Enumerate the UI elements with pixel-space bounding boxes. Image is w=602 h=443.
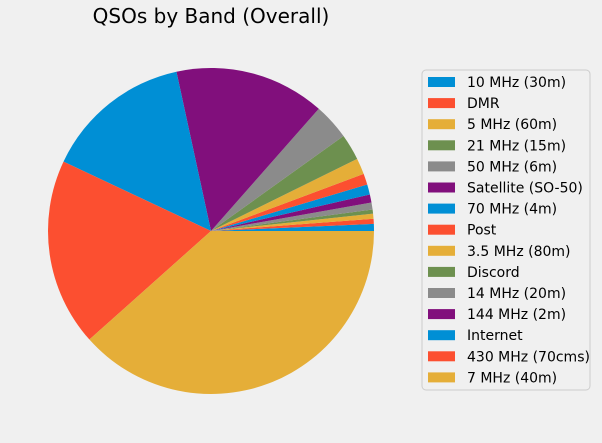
pie-slice-9	[211, 136, 358, 231]
legend-label-6: 70 MHz (4m)	[467, 202, 557, 218]
legend-swatch-14	[428, 372, 455, 383]
legend-label-10: 14 MHz (20m)	[467, 286, 566, 302]
legend-label-3: 21 MHz (15m)	[467, 138, 566, 154]
legend-swatch-7	[428, 224, 455, 235]
legend-swatch-10	[428, 288, 455, 298]
pie-slice-2	[211, 213, 374, 231]
legend-label-13: 430 MHz (70cms)	[467, 349, 590, 365]
legend-swatch-0	[428, 77, 455, 87]
pie-slice-12	[63, 71, 212, 232]
legend: 10 MHz (30m) DMR 5 MHz (60m) 21 MHz (15m) 50…	[428, 75, 590, 386]
legend-swatch-2	[428, 119, 455, 130]
legend-swatch-11	[428, 309, 455, 320]
legend-swatch-6	[428, 203, 455, 214]
pie-slice-4	[211, 202, 373, 231]
pie-slice-10	[211, 108, 344, 231]
pie-slice-11	[176, 68, 319, 232]
legend-swatch-1	[428, 98, 455, 109]
legend-swatch-12	[428, 330, 455, 341]
legend-swatch-13	[428, 351, 455, 362]
pie-slices	[47, 68, 374, 395]
pie-slice-3	[211, 209, 374, 231]
pie-slice-6	[211, 184, 370, 231]
legend-box	[421, 69, 591, 391]
pie-slice-8	[211, 158, 364, 231]
legend-swatch-5	[428, 182, 455, 193]
pie-slice-13	[47, 161, 211, 340]
legend-label-1: DMR	[467, 96, 500, 112]
legend-label-11: 144 MHz (2m)	[467, 307, 566, 323]
pie-slice-7	[211, 173, 368, 231]
pie-slice-5	[211, 194, 372, 231]
legend-swatch-8	[428, 245, 455, 256]
legend-swatch-4	[428, 161, 455, 172]
legend-label-5: Satellite (SO-50)	[467, 181, 583, 197]
legend-label-9: Discord	[467, 265, 520, 281]
legend-label-4: 50 MHz (6m)	[467, 159, 557, 175]
pie-slice-14	[89, 231, 374, 395]
legend-label-0: 10 MHz (30m)	[467, 75, 566, 91]
legend-label-12: Internet	[467, 328, 523, 344]
legend-label-7: Post	[467, 223, 497, 239]
legend-swatch-9	[428, 266, 455, 277]
chart-title: QSOs by Band (Overall)	[93, 4, 330, 28]
pie-slice-1	[211, 218, 374, 231]
legend-label-8: 3.5 MHz (80m)	[467, 244, 571, 260]
legend-label-2: 5 MHz (60m)	[467, 117, 557, 133]
legend-label-14: 7 MHz (40m)	[467, 370, 557, 386]
pie-slice-0	[211, 223, 374, 231]
legend-swatch-3	[428, 140, 455, 151]
